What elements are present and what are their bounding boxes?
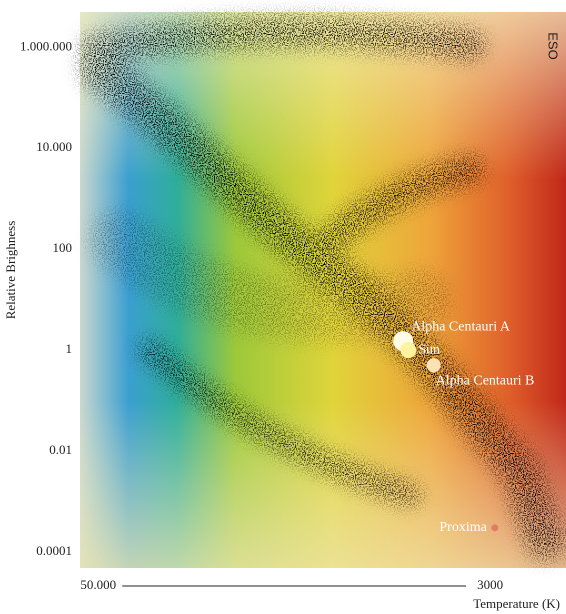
x-tick-label: 3000 bbox=[477, 577, 503, 592]
y-tick-label: 1 bbox=[66, 341, 73, 356]
y-tick-label: 0.01 bbox=[49, 442, 72, 457]
watermark: ESO bbox=[546, 32, 561, 59]
y-axis-label: Relative Brighness bbox=[3, 221, 18, 320]
x-tick-label: 50.000 bbox=[80, 577, 116, 592]
star-label: Sun bbox=[418, 342, 440, 357]
star-point bbox=[400, 342, 416, 358]
x-axis-label: Temperature (K) bbox=[473, 596, 560, 611]
star-label: Proxima bbox=[439, 520, 487, 535]
chart: ESO Relative Brighness Temperature (K) 1… bbox=[0, 0, 566, 614]
y-tick-label: 10.000 bbox=[36, 139, 72, 154]
star-label: Alpha Centauri A bbox=[411, 319, 511, 334]
y-tick-label: 100 bbox=[53, 240, 73, 255]
y-tick-label: 0.0001 bbox=[36, 543, 72, 558]
star-label: Alpha Centauri B bbox=[436, 373, 535, 388]
star-point bbox=[427, 358, 441, 372]
star-point bbox=[491, 524, 498, 531]
y-tick-label: 1.000.000 bbox=[20, 38, 72, 53]
